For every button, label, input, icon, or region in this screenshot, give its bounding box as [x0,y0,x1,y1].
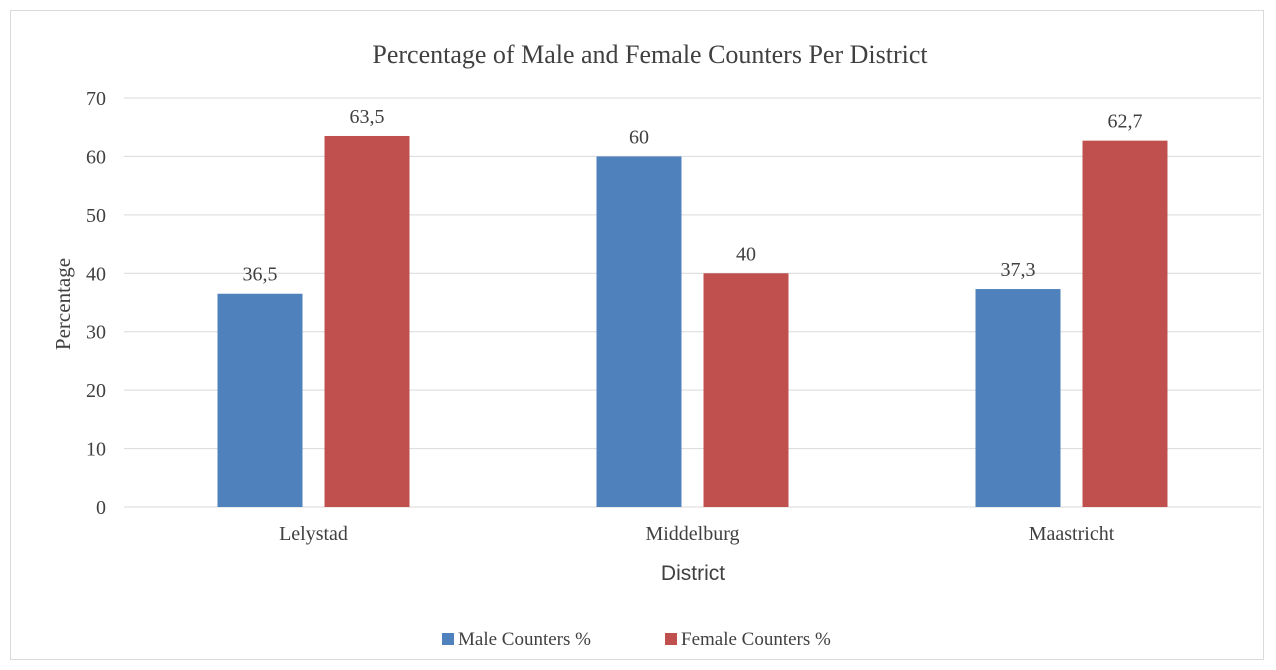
x-axis-title: District [661,562,725,585]
bars [217,135,1168,507]
y-tick-label: 0 [96,497,106,519]
y-tick-label: 10 [86,439,106,461]
gridlines [124,97,1261,508]
chart-title: Percentage of Male and Female Counters P… [372,40,928,69]
bar [1082,140,1168,507]
bar-data-label: 63,5 [350,106,385,128]
x-tick-labels: Lelystad Middelburg Maastricht [279,523,1115,545]
legend-swatch [442,633,454,645]
x-tick-label: Lelystad [279,523,348,545]
y-axis-title: Percentage [51,258,75,350]
y-tick-label: 30 [86,322,106,344]
y-tick-labels: 0 10 20 30 40 50 60 70 [86,88,106,519]
bar-data-label: 36,5 [243,264,278,286]
bar-data-label: 40 [736,243,756,265]
bar [596,156,682,507]
bar-data-label: 60 [629,126,649,148]
y-tick-label: 60 [86,146,106,168]
bar-data-label: 62,7 [1108,111,1143,133]
y-tick-label: 20 [86,380,106,402]
bar [324,135,410,507]
legend: Male Counters % Female Counters % [442,629,831,650]
legend-label: Female Counters % [681,629,831,650]
y-tick-label: 40 [86,263,106,285]
y-tick-label: 70 [86,88,106,110]
y-tick-label: 50 [86,205,106,227]
legend-label: Male Counters % [458,629,591,650]
bar-data-label: 37,3 [1001,259,1036,281]
x-tick-label: Maastricht [1029,523,1115,545]
bar [975,289,1061,507]
bar [217,293,303,507]
bar [703,273,789,507]
x-tick-label: Middelburg [645,523,739,545]
bar-data-labels: 36,5 63,5 60 40 37,3 62,7 [243,106,1143,286]
legend-swatch [665,633,677,645]
